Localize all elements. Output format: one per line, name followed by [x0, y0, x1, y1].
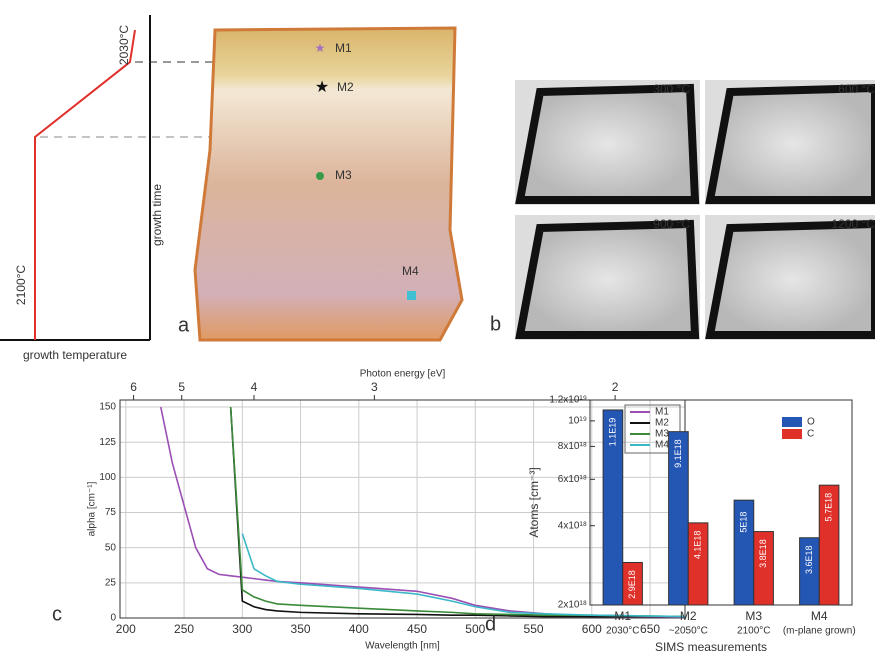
x-tick-label: 300 [232, 622, 252, 636]
x-tick-label: 200 [116, 622, 136, 636]
temperature-profile [35, 30, 135, 340]
x-tick-label: 400 [349, 622, 369, 636]
x-tick-label: M4 [811, 609, 828, 623]
x-tick-sublabel: 2100°C [737, 626, 770, 637]
x-tick-label: M2 [680, 609, 697, 623]
x-tick-label: 600 [582, 622, 602, 636]
x-tick-label: 650 [640, 622, 660, 636]
value-label: 1.1E19 [607, 418, 617, 447]
marker [407, 291, 416, 300]
marker: ★ [315, 79, 329, 96]
x-tick-label: M1 [614, 609, 631, 623]
crystal-photo [195, 28, 462, 340]
image-label: 600 °C [838, 82, 875, 96]
panel-letter: d [485, 613, 496, 635]
value-label: 3.8E18 [758, 539, 768, 568]
x-tick-label: 350 [291, 622, 311, 636]
y-tick-label: 6x10¹⁸ [558, 474, 587, 485]
x-tick-label: 450 [407, 622, 427, 636]
axis-label: growth temperature [23, 348, 127, 362]
panel-letter: a [178, 314, 190, 336]
value-label: 4.1E18 [692, 531, 702, 560]
panel-b: 300 °C 600 °C 900 °C 1200 °C b [490, 80, 875, 340]
image [520, 224, 695, 335]
x2-tick-label: 5 [178, 380, 185, 394]
image-label: 300 °C [653, 82, 690, 96]
y-tick-label: 25 [105, 577, 117, 588]
x-tick-label: M3 [745, 609, 762, 623]
value-label: 3.6E18 [804, 545, 814, 574]
legend-label: M1 [655, 407, 669, 418]
y-axis-label: Atoms [cm⁻³] [527, 467, 541, 537]
y-tick-label: 4x10¹⁸ [558, 520, 587, 531]
plot-frame [120, 400, 685, 618]
legend-label: M2 [655, 418, 669, 429]
x-axis-label: SIMS measurements [655, 640, 767, 654]
y-axis-label: alpha [cm⁻¹] [87, 481, 98, 536]
x2-axis-label: Photon energy [eV] [360, 369, 446, 380]
temp-label: 2030°C [117, 25, 131, 65]
y-tick-label: 50 [105, 542, 117, 553]
value-label: 5.7E18 [823, 493, 833, 522]
y-tick-label: 1.2x10¹⁹ [549, 395, 587, 406]
x-tick-sublabel: 2030°C [606, 626, 639, 637]
marker-label: M4 [402, 264, 419, 278]
marker-label: M3 [335, 168, 352, 182]
panel-letter: b [490, 313, 501, 335]
legend-label: M3 [655, 429, 669, 440]
x2-tick-label: 6 [130, 380, 137, 394]
legend-swatch [782, 417, 802, 427]
x-tick-sublabel: (m-plane grown) [783, 626, 856, 637]
legend-label: O [807, 417, 815, 428]
marker-label: M1 [335, 41, 352, 55]
y-tick-label: 10¹⁹ [568, 416, 587, 427]
legend-label: M4 [655, 440, 669, 451]
temp-label: 2100°C [14, 265, 28, 305]
x-tick-sublabel: ~2050°C [669, 626, 708, 637]
x-tick-label: 500 [465, 622, 485, 636]
image-label: 900 °C [653, 217, 690, 231]
panel-letter: c [52, 603, 62, 625]
x2-tick-label: 3 [371, 380, 378, 394]
x2-tick-label: 2 [612, 380, 619, 394]
marker-label: M2 [337, 80, 354, 94]
y-tick-label: 75 [105, 507, 117, 518]
x-tick-label: 550 [524, 622, 544, 636]
x-tick-label: 250 [174, 622, 194, 636]
value-label: 5E18 [738, 512, 748, 533]
image [710, 88, 875, 200]
image [520, 88, 695, 200]
y-tick-label: 2x10¹⁸ [558, 600, 587, 611]
value-label: 2.9E18 [627, 570, 637, 599]
figure: 2030°C 2100°C growth time growth tempera… [0, 0, 875, 657]
y-tick-label: 8x10¹⁸ [558, 441, 587, 452]
axis-label: growth time [150, 184, 164, 246]
legend-swatch [782, 429, 802, 439]
y-tick-label: 150 [99, 402, 116, 413]
x-axis-label: Wavelength [nm] [365, 641, 440, 652]
x2-tick-label: 4 [251, 380, 258, 394]
value-label: 9.1E18 [673, 439, 683, 468]
marker [316, 172, 324, 180]
y-tick-label: 100 [99, 472, 116, 483]
marker: ★ [315, 41, 326, 55]
legend-label: C [807, 429, 814, 440]
y-tick-label: 125 [99, 437, 116, 448]
image [710, 224, 875, 335]
image-label: 1200 °C [832, 217, 875, 231]
panel-a: 2030°C 2100°C growth time growth tempera… [0, 15, 462, 362]
